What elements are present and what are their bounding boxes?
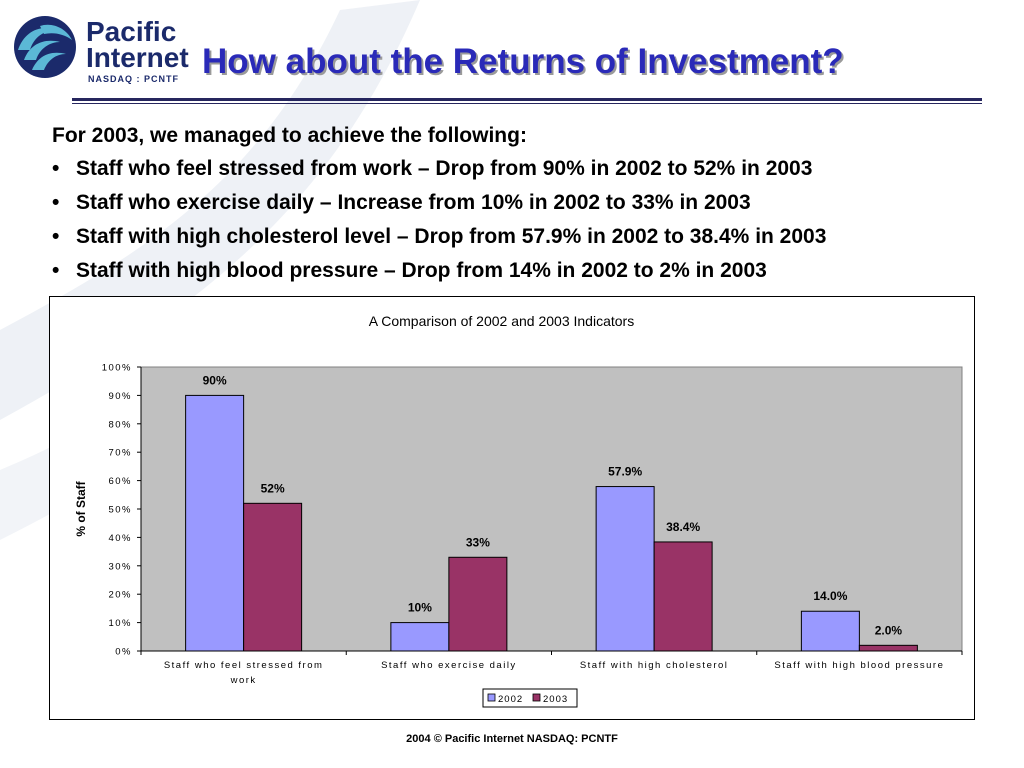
bar-chart: A Comparison of 2002 and 2003 Indicators… [74,313,963,708]
bar-2003 [653,541,713,652]
y-tick-label: 0% [115,647,132,658]
title-rule [72,98,982,101]
logo-swirl-icon [14,16,76,78]
bar-2003 [858,644,918,652]
bar-2003 [243,502,303,652]
chart-title: A Comparison of 2002 and 2003 Indicators [369,313,634,329]
y-tick-label: 20% [108,590,132,601]
bullet-dot: • [52,157,60,180]
bullet-text: Staff with high blood pressure – Drop fr… [76,259,767,282]
data-label-2002: 57.9% [608,465,642,479]
legend-label-2002: 2002 [498,694,523,705]
data-label-2003: 33% [466,535,490,549]
bullet-item: • Staff who feel stressed from work – Dro… [52,152,1012,186]
x-tick-label: Staff who exercise daily [381,660,517,671]
bullet-text: Staff who feel stressed from work – Drop… [76,157,813,180]
bullet-item: • Staff with high blood pressure – Drop f… [52,254,1012,288]
logo-text-pacific: Pacific [86,16,177,47]
y-tick-label: 80% [108,419,132,430]
data-label-2002: 10% [408,601,432,615]
y-tick-label: 90% [108,391,132,402]
y-axis-label: % of Staff [74,480,88,536]
bullet-text: Staff with high cholesterol level – Drop… [76,225,827,248]
y-tick-label: 60% [108,476,132,487]
y-tick-label: 10% [108,618,132,629]
legend-label-2003: 2003 [543,694,568,705]
intro-text: For 2003, we managed to achieve the foll… [52,124,527,147]
logo-text-nasdaq: NASDAQ : PCNTF [88,74,179,84]
data-label-2003: 2.0% [875,623,903,637]
bullet-text: Staff who exercise daily – Increase from… [76,191,751,214]
y-tick-label: 30% [108,561,132,572]
slide-title: How about the Returns of Investment? [202,42,844,81]
bullet-list: For 2003, we managed to achieve the foll… [52,120,1012,288]
legend-swatch-2003 [532,693,541,702]
y-tick-label: 100% [102,363,132,374]
title-rule-thin [72,103,982,104]
x-tick-label: work [230,675,257,686]
y-tick-label: 50% [108,505,132,516]
bullet-item: • Staff with high cholesterol level – Dro… [52,220,1012,254]
y-tick-label: 70% [108,448,132,459]
data-label-2002: 14.0% [813,589,847,603]
x-tick-label: Staff who feel stressed from [164,660,324,671]
footer-copyright: 2004 © Pacific Internet NASDAQ: PCNTF [406,733,618,745]
bar-2002 [800,610,860,652]
data-label-2002: 90% [203,373,227,387]
x-tick-label: Staff with high cholesterol [580,660,729,671]
legend-box [482,688,578,708]
bar-2002 [185,394,245,652]
y-tick-label: 40% [108,533,132,544]
logo-text-internet: Internet [86,42,189,73]
x-tick-label: Staff with high blood pressure [774,660,944,671]
chart-container: A Comparison of 2002 and 2003 Indicators… [49,296,975,720]
legend-swatch-2002 [487,693,496,702]
bullet-dot: • [52,225,60,248]
bullet-dot: • [52,191,60,214]
bar-2002 [595,486,655,652]
bullet-item: • Staff who exercise daily – Increase fro… [52,186,1012,220]
bar-2002 [390,622,450,652]
data-label-2003: 38.4% [666,520,700,534]
bar-2003 [448,556,508,652]
data-label-2003: 52% [261,481,285,495]
company-logo: Pacific Internet NASDAQ : PCNTF [10,10,195,90]
bullet-dot: • [52,259,60,282]
